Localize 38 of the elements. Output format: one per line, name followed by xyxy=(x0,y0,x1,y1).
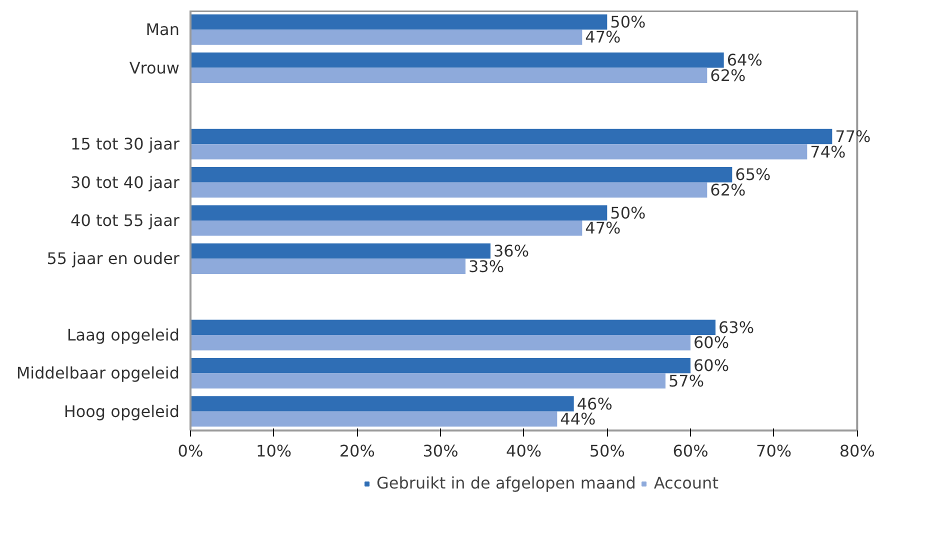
bar xyxy=(190,30,582,45)
legend-label: Account xyxy=(654,474,718,492)
bar xyxy=(190,258,466,274)
x-tick-label: 50% xyxy=(589,442,625,460)
bar xyxy=(190,167,732,182)
bar xyxy=(190,68,708,84)
bar xyxy=(190,335,690,350)
x-tick-label: 80% xyxy=(839,442,875,460)
bar xyxy=(190,320,716,336)
y-tick-label: 30 tot 40 jaar xyxy=(70,172,180,192)
x-tick-label: 30% xyxy=(422,442,458,460)
bar xyxy=(190,220,582,236)
bar xyxy=(190,52,724,68)
y-tick-label: Hoog opgeleid xyxy=(64,402,180,421)
y-tick-label: 55 jaar en ouder xyxy=(46,249,180,268)
legend-label: Gebruikt in de afgelopen maand xyxy=(376,474,636,492)
bar xyxy=(190,14,608,30)
x-tick-label: 60% xyxy=(672,442,708,460)
x-tick-label: 40% xyxy=(506,442,542,460)
x-tick-label: 10% xyxy=(256,442,292,460)
y-tick-label: Middelbaar opgeleid xyxy=(16,364,180,383)
x-tick-label: 70% xyxy=(756,442,792,460)
bar xyxy=(190,205,608,220)
y-tick-label: Man xyxy=(146,20,180,40)
bar xyxy=(190,128,832,144)
y-tick-label: 40 tot 55 jaar xyxy=(70,211,180,230)
bar xyxy=(190,396,574,412)
x-tick-label: 0% xyxy=(178,442,204,460)
x-tick-label: 20% xyxy=(339,442,375,460)
bar xyxy=(190,358,690,374)
bar xyxy=(190,411,558,427)
y-tick-label: Vrouw xyxy=(129,58,180,78)
bar xyxy=(190,144,808,160)
y-tick-label: 15 tot 30 jaar xyxy=(70,134,180,154)
y-tick-label: Laag opgeleid xyxy=(66,326,180,345)
bar xyxy=(190,182,708,198)
bar xyxy=(190,243,490,259)
bar xyxy=(190,373,666,388)
